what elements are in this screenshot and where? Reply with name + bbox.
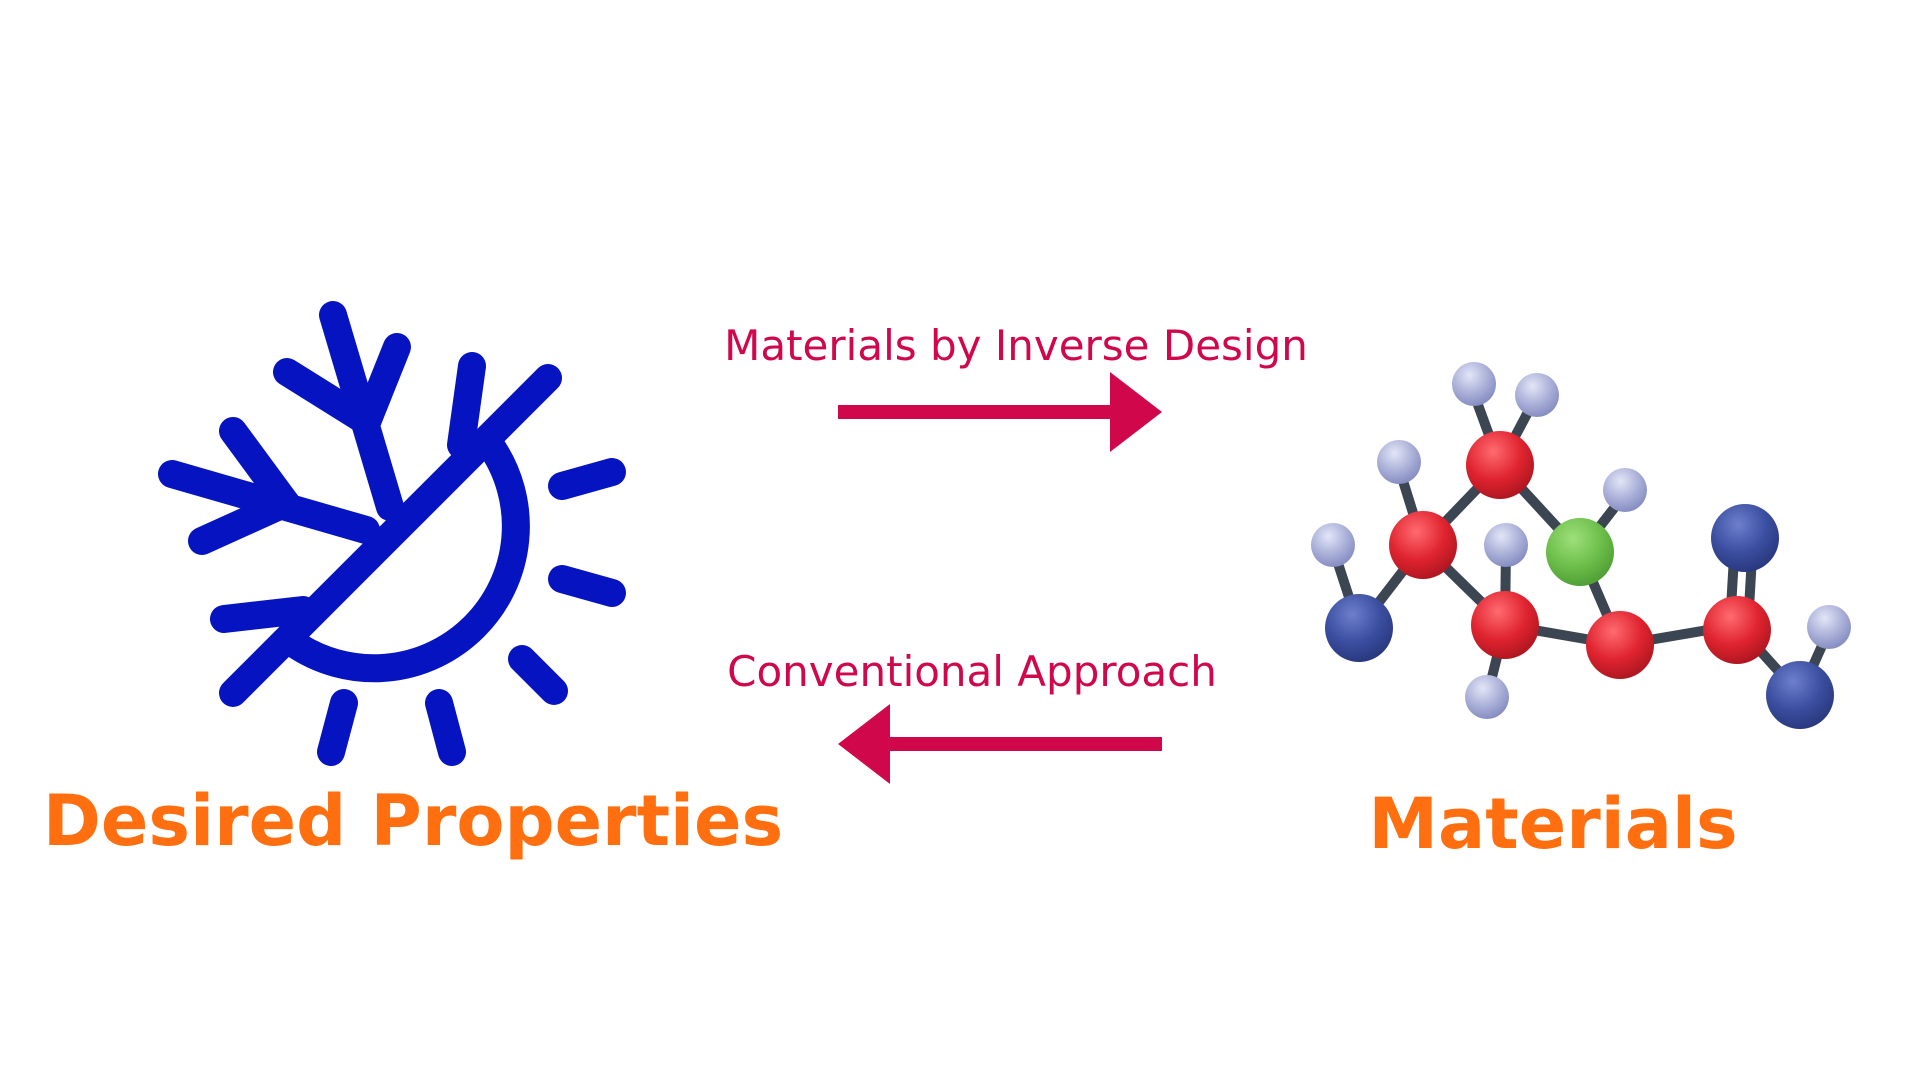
desired-properties-label: Desired Properties <box>43 780 783 862</box>
hydrogen-atom <box>1465 675 1509 719</box>
sun-ray <box>508 645 568 705</box>
divider-line <box>219 364 562 707</box>
forward-edge-label: Materials by Inverse Design <box>724 321 1308 370</box>
snowflake-branch <box>188 489 300 555</box>
backward-arrow-head <box>838 704 890 784</box>
oxygen-atom <box>1389 511 1457 579</box>
snowflake-sun-icon <box>158 301 626 766</box>
molecule-atoms <box>1311 362 1851 729</box>
hydrogen-atom <box>1515 373 1559 417</box>
forward-arrow <box>838 372 1162 452</box>
hydrogen-atom <box>1311 523 1355 567</box>
oxygen-atom <box>1466 431 1534 499</box>
snowflake-arm <box>447 352 486 459</box>
sun-ray <box>425 689 466 766</box>
sun-ray <box>548 565 626 607</box>
sun-arc <box>279 432 530 683</box>
hydrogen-atom <box>1603 468 1647 512</box>
snowflake-branch <box>353 333 411 436</box>
nitrogen-atom <box>1711 504 1779 572</box>
hydrogen-atom <box>1452 362 1496 406</box>
snowflake-branch <box>219 417 300 517</box>
snowflake-arm <box>210 596 317 633</box>
green-atom <box>1546 518 1614 586</box>
sun-ray <box>317 689 358 766</box>
backward-arrow <box>838 704 1162 784</box>
hydrogen-atom <box>1484 523 1528 567</box>
materials-label: Materials <box>1368 783 1737 865</box>
nitrogen-atom <box>1766 661 1834 729</box>
snowflake-branch <box>273 358 381 436</box>
hydrogen-atom <box>1377 440 1421 484</box>
forward-arrow-head <box>1110 372 1162 452</box>
nitrogen-atom <box>1325 594 1393 662</box>
molecule-icon <box>1311 362 1851 729</box>
sun-ray <box>548 458 626 500</box>
oxygen-atom <box>1586 611 1654 679</box>
hydrogen-atom <box>1807 605 1851 649</box>
backward-edge-label: Conventional Approach <box>727 647 1217 696</box>
oxygen-atom <box>1703 596 1771 664</box>
oxygen-atom <box>1471 591 1539 659</box>
